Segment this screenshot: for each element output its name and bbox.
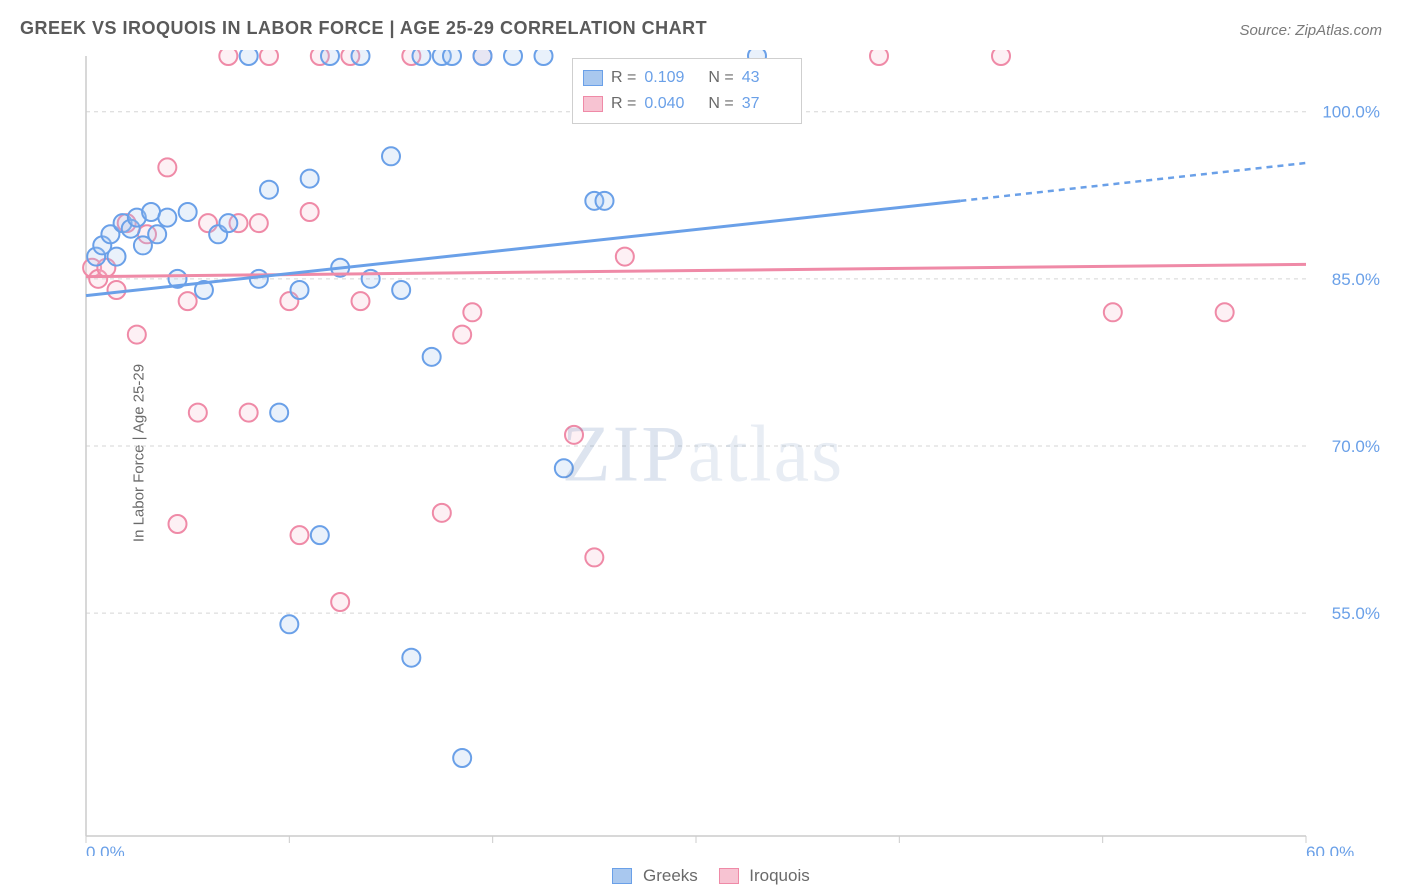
legend-swatch-iroquois: [583, 96, 603, 112]
svg-text:70.0%: 70.0%: [1332, 437, 1380, 456]
legend-swatch-greeks-bottom: [612, 868, 632, 884]
svg-text:0.0%: 0.0%: [86, 843, 125, 856]
legend-row-greeks: R = 0.109 N = 43: [583, 65, 791, 91]
legend-n-label: N =: [708, 69, 733, 87]
svg-text:60.0%: 60.0%: [1306, 843, 1354, 856]
correlation-legend: R = 0.109 N = 43 R = 0.040 N = 37: [572, 58, 802, 124]
scatter-plot-svg: 55.0% 70.0% 85.0% 100.0% 0.0% 60.0%: [80, 50, 1386, 856]
legend-r-value-greeks: 0.109: [644, 69, 684, 87]
legend-label-greeks: Greeks: [643, 866, 698, 885]
legend-r-label: R =: [611, 69, 636, 87]
chart-container: GREEK VS IROQUOIS IN LABOR FORCE | AGE 2…: [0, 0, 1406, 892]
svg-text:100.0%: 100.0%: [1322, 103, 1380, 122]
legend-n-value-iroquois: 37: [742, 95, 760, 113]
series-legend: Greeks Iroquois: [0, 866, 1406, 886]
legend-swatch-greeks: [583, 70, 603, 86]
legend-swatch-iroquois-bottom: [719, 868, 739, 884]
svg-text:85.0%: 85.0%: [1332, 270, 1380, 289]
legend-row-iroquois: R = 0.040 N = 37: [583, 91, 791, 117]
legend-label-iroquois: Iroquois: [749, 866, 809, 885]
legend-r-label: R =: [611, 95, 636, 113]
legend-n-value-greeks: 43: [742, 69, 760, 87]
plot-area: In Labor Force | Age 25-29 55.0%70.0%85.…: [40, 50, 1386, 856]
svg-text:55.0%: 55.0%: [1332, 604, 1380, 623]
legend-n-label: N =: [708, 95, 733, 113]
legend-r-value-iroquois: 0.040: [644, 95, 684, 113]
source-label: Source: ZipAtlas.com: [1239, 22, 1382, 39]
chart-title: GREEK VS IROQUOIS IN LABOR FORCE | AGE 2…: [20, 18, 707, 39]
